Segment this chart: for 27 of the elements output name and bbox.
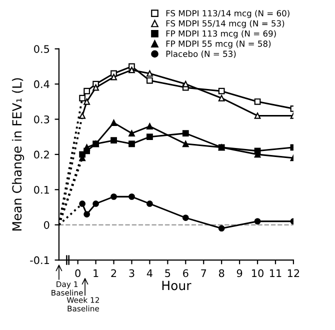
x-axis-title: Hour xyxy=(162,280,192,290)
y-tick-label: 0.3 xyxy=(34,115,50,124)
x-tick-label: 11 xyxy=(270,269,282,277)
x-tick-label: 8 xyxy=(218,269,224,278)
legend-label: FS MDPI 55/14 mcg (N = 53) xyxy=(166,20,284,28)
x-tick-label: 5 xyxy=(165,269,170,278)
x-tick-label: 10 xyxy=(252,269,264,278)
x-tick-label: 12 xyxy=(288,269,300,277)
legend-label: FP MDPI 55 mcg (N = 58) xyxy=(166,40,271,48)
x-tick-label: 0 xyxy=(75,269,80,278)
legend-label: FP MDPI 113 mcg (N = 69) xyxy=(166,30,276,38)
y-tick-label: 0.4 xyxy=(34,80,50,88)
y-tick-label: 0 xyxy=(44,221,50,229)
y-axis-title: Mean Change in FEV₁ (L) xyxy=(12,78,24,230)
y-tick-label: 0.1 xyxy=(34,186,49,194)
y-tick-label: 0.2 xyxy=(34,150,49,159)
y-tick-label: 0.5 xyxy=(34,45,50,53)
legend-label: FS MDPI 113/14 mcg (N = 60) xyxy=(166,10,290,18)
legend-label: Placebo (N = 53) xyxy=(166,50,236,58)
x-tick-label: 1 xyxy=(94,269,98,277)
x-tick-label: 6 xyxy=(183,269,188,278)
x-tick-label: 3 xyxy=(129,269,134,278)
y-tick-label: -0.1 xyxy=(30,256,49,264)
x-tick-label: 2 xyxy=(111,269,116,277)
x-tick-label: 4 xyxy=(146,269,152,277)
x-tick-label: 7 xyxy=(201,269,206,277)
x-tick-label: 9 xyxy=(236,269,242,278)
